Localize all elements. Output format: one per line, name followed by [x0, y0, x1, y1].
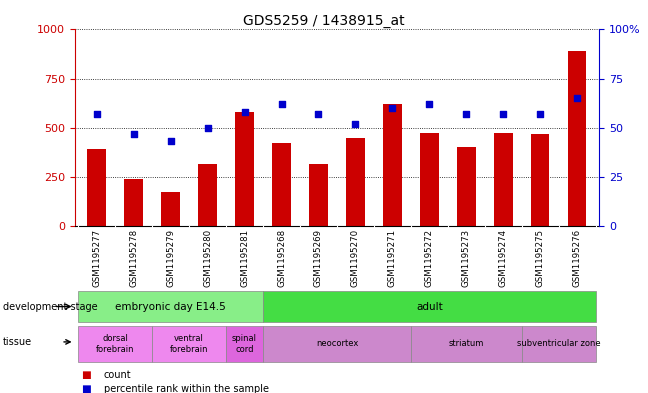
Bar — [522, 326, 596, 362]
Bar — [531, 134, 550, 226]
Text: ■: ■ — [81, 384, 91, 393]
Text: spinal
cord: spinal cord — [232, 334, 257, 354]
Text: neocortex: neocortex — [316, 340, 358, 348]
Point — [351, 121, 361, 127]
Text: striatum: striatum — [448, 340, 484, 348]
Text: GSM1195281: GSM1195281 — [240, 229, 249, 287]
Text: GSM1195272: GSM1195272 — [425, 229, 434, 287]
Text: development stage: development stage — [3, 301, 98, 312]
Text: GSM1195280: GSM1195280 — [203, 229, 212, 287]
Bar — [309, 164, 328, 226]
Bar — [494, 132, 513, 226]
Text: GSM1195279: GSM1195279 — [166, 229, 175, 287]
Bar — [152, 326, 226, 362]
Point — [165, 138, 176, 145]
Text: GSM1195275: GSM1195275 — [536, 229, 545, 287]
Bar — [411, 326, 522, 362]
Text: GSM1195277: GSM1195277 — [92, 229, 101, 287]
Text: GSM1195268: GSM1195268 — [277, 229, 286, 287]
Text: GDS5259 / 1438915_at: GDS5259 / 1438915_at — [243, 14, 405, 28]
Bar — [226, 326, 263, 362]
Bar — [124, 179, 143, 226]
Point — [202, 125, 213, 131]
Text: percentile rank within the sample: percentile rank within the sample — [104, 384, 269, 393]
Bar — [78, 290, 263, 322]
Point — [498, 111, 509, 117]
Text: adult: adult — [416, 301, 443, 312]
Bar — [235, 112, 254, 226]
Bar — [263, 290, 596, 322]
Point — [128, 130, 139, 137]
Bar — [161, 191, 180, 226]
Point — [424, 101, 435, 107]
Point — [535, 111, 546, 117]
Text: ventral
forebrain: ventral forebrain — [170, 334, 209, 354]
Text: GSM1195274: GSM1195274 — [499, 229, 508, 287]
Point — [276, 101, 286, 107]
Text: count: count — [104, 370, 132, 380]
Bar — [568, 51, 586, 226]
Text: dorsal
forebrain: dorsal forebrain — [96, 334, 134, 354]
Bar — [263, 326, 411, 362]
Text: GSM1195273: GSM1195273 — [462, 229, 471, 287]
Point — [572, 95, 583, 101]
Point — [91, 111, 102, 117]
Point — [313, 111, 323, 117]
Text: ■: ■ — [81, 370, 91, 380]
Bar — [272, 143, 291, 226]
Bar — [198, 164, 217, 226]
Text: GSM1195271: GSM1195271 — [388, 229, 397, 287]
Bar — [87, 149, 106, 226]
Text: GSM1195270: GSM1195270 — [351, 229, 360, 287]
Bar — [457, 147, 476, 226]
Point — [388, 105, 398, 111]
Bar — [346, 138, 365, 226]
Bar — [420, 132, 439, 226]
Text: GSM1195278: GSM1195278 — [129, 229, 138, 287]
Text: subventricular zone: subventricular zone — [517, 340, 601, 348]
Point — [239, 109, 249, 115]
Bar — [78, 326, 152, 362]
Text: GSM1195269: GSM1195269 — [314, 229, 323, 287]
Text: embryonic day E14.5: embryonic day E14.5 — [115, 301, 226, 312]
Text: GSM1195276: GSM1195276 — [573, 229, 582, 287]
Text: tissue: tissue — [3, 337, 32, 347]
Point — [461, 111, 472, 117]
Bar — [383, 104, 402, 226]
